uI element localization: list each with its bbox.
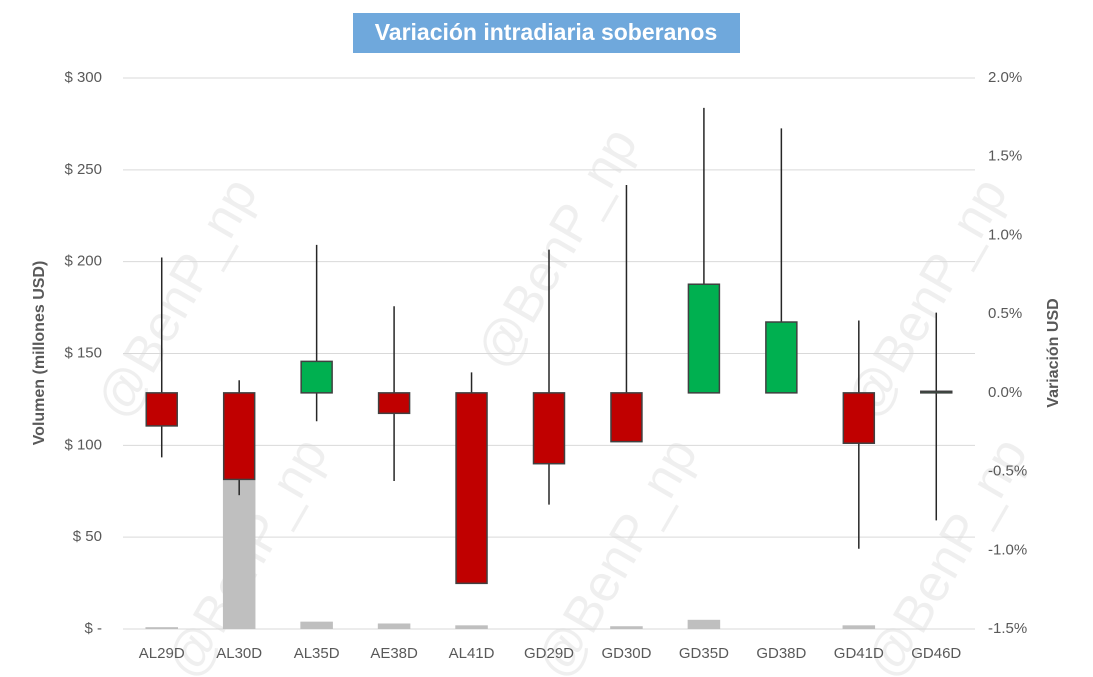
x-tick-label: GD30D [601, 645, 651, 662]
volume-bar [842, 625, 876, 629]
y2-axis-title: Variación USD [1045, 298, 1062, 407]
volume-bar [687, 619, 721, 629]
y2-tick-label: -0.5% [988, 463, 1027, 480]
volume-bar [145, 627, 178, 629]
x-tick-label: AE38D [370, 645, 418, 662]
y2-tick-label: -1.5% [988, 620, 1027, 637]
volume-bar [222, 480, 256, 629]
y-tick-label: $ 300 [64, 69, 102, 86]
candle-body [455, 392, 488, 585]
marks: AL29D AL30D AL35D AE38D AL41D GD29D GD30D GD35D… [139, 107, 961, 662]
candle-body [920, 390, 953, 394]
y2-tick-label: 0.0% [988, 384, 1022, 401]
candle-body [842, 392, 876, 444]
watermark: @BenP_np [465, 118, 649, 378]
y-tick-label: $ 150 [64, 344, 102, 361]
chart-title: Variación intradiaria soberanos [375, 19, 718, 45]
y-tick-label: $ 250 [64, 161, 102, 178]
y2-tick-label: 1.0% [988, 226, 1022, 243]
x-tick-label: GD38D [756, 645, 806, 662]
y-axis-title: Volumen (millones USD) [31, 261, 48, 446]
x-tick-label: AL41D [449, 645, 495, 662]
y-tick-label: $ - [84, 620, 102, 637]
y-tick-label: $ 50 [73, 528, 102, 545]
x-tick-label: AL30D [216, 645, 262, 662]
y-tick-label: $ 200 [64, 253, 102, 270]
volume-bar [610, 626, 643, 629]
watermark: @BenP_np [85, 168, 269, 428]
watermark: @BenP_np [525, 428, 709, 677]
candle-body [377, 392, 411, 415]
x-tick-label: GD41D [834, 645, 884, 662]
y2-tick-label: 0.5% [988, 305, 1022, 322]
y2-tick-label: 2.0% [988, 69, 1022, 86]
x-tick-label: GD29D [524, 645, 574, 662]
candle-body [222, 392, 256, 481]
title-box [353, 13, 740, 53]
candle-body [532, 392, 566, 465]
candle-body [610, 392, 643, 443]
candle-body [765, 321, 798, 394]
volume-bar [300, 621, 333, 629]
y2-tick-label: 1.5% [988, 148, 1022, 165]
grid: $ - $ 50 $ 100 $ 150 $ 200 $ 250 $ 300 -1.5% -1.… [64, 69, 1027, 637]
x-tick-label: AL29D [139, 645, 185, 662]
candle-body [300, 360, 333, 394]
volume-bar [455, 625, 488, 629]
y2-tick-label: -1.0% [988, 541, 1027, 558]
x-tick-label: GD46D [911, 645, 961, 662]
x-tick-label: AL35D [294, 645, 340, 662]
candle-body [145, 392, 178, 427]
candle-body [687, 283, 721, 394]
volume-bar [377, 623, 411, 629]
x-tick-label: GD35D [679, 645, 729, 662]
y-tick-label: $ 100 [64, 436, 102, 453]
